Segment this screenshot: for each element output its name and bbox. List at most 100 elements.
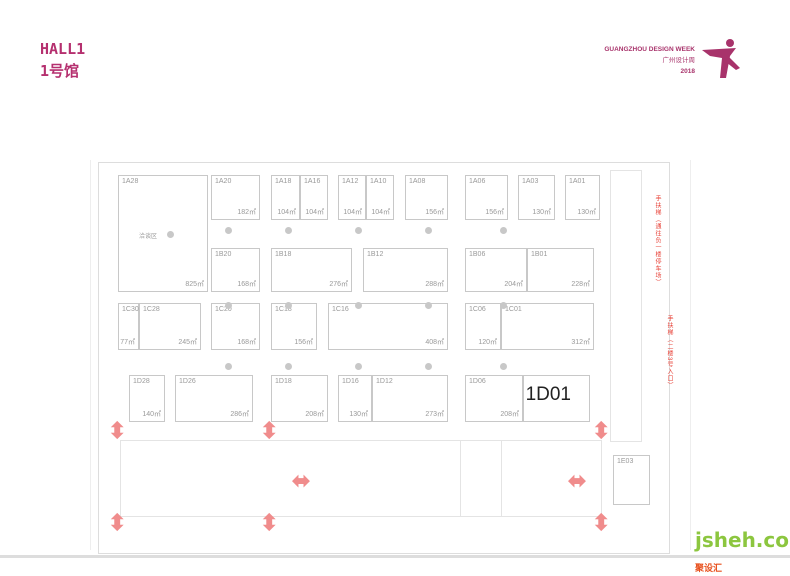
booth-id: 1A01 — [569, 178, 586, 185]
booth-id: 1A28 — [122, 178, 139, 185]
booth-area: 168㎡ — [237, 339, 256, 346]
booth-note: 洽谈区 — [139, 234, 158, 240]
booth-id: 1A03 — [522, 178, 539, 185]
booth-1b01[interactable]: 1B01 228㎡ — [527, 248, 594, 292]
booth-area: 130㎡ — [349, 411, 368, 418]
booth-area: 130㎡ — [577, 209, 596, 216]
booth-id: 1C20 — [215, 306, 232, 313]
booth-id: 1C06 — [469, 306, 486, 313]
booth-id: 1D26 — [179, 378, 196, 385]
booth-1d01[interactable]: 1D01 — [523, 375, 590, 422]
booth-id: 1A16 — [304, 178, 321, 185]
booth-1a12[interactable]: 1A12 104㎡ — [338, 175, 366, 220]
booth-id: 1B18 — [275, 251, 292, 258]
booth-id: 1C30 — [122, 306, 139, 313]
booth-1a08[interactable]: 1A08 156㎡ — [405, 175, 448, 220]
bottom-border — [0, 555, 790, 558]
booth-area: 156㎡ — [425, 209, 444, 216]
booth-area: 276㎡ — [329, 281, 348, 288]
booth-1c28[interactable]: 1C28 245㎡ — [139, 303, 201, 350]
booth-id: 1B20 — [215, 251, 232, 258]
booth-1b20[interactable]: 1B20 168㎡ — [211, 248, 260, 292]
column-icon — [355, 363, 362, 370]
column-icon — [500, 227, 507, 234]
column-icon — [500, 302, 507, 309]
booth-area: 273㎡ — [425, 411, 444, 418]
hall-title-cn: 1号馆 — [40, 62, 80, 80]
booth-area: 312㎡ — [571, 339, 590, 346]
booth-id: 1D06 — [469, 378, 486, 385]
booth-1d12[interactable]: 1D12 273㎡ — [372, 375, 448, 422]
booth-1a20[interactable]: 1A20 182㎡ — [211, 175, 260, 220]
booth-id: 1C16 — [332, 306, 349, 313]
booth-1c01[interactable]: 1C01 312㎡ — [501, 303, 594, 350]
booth-1a01[interactable]: 1A01 130㎡ — [565, 175, 600, 220]
column-icon — [225, 227, 232, 234]
booth-id: 1A10 — [370, 178, 387, 185]
booth-1a10[interactable]: 1A10 104㎡ — [366, 175, 394, 220]
left-right-arrow-icon: ⬌ — [568, 468, 587, 493]
booth-1c16[interactable]: 1C16 408㎡ — [328, 303, 448, 350]
booth-area: 130㎡ — [532, 209, 551, 216]
booth-1a28[interactable]: 1A28 825㎡ 洽谈区 — [118, 175, 208, 292]
service-zone-right — [460, 440, 602, 517]
booth-area: 104㎡ — [305, 209, 324, 216]
up-down-arrow-icon: ⬍ — [260, 510, 279, 535]
booth-1a03[interactable]: 1A03 130㎡ — [518, 175, 555, 220]
column-icon — [425, 363, 432, 370]
booth-1a16[interactable]: 1A16 104㎡ — [300, 175, 328, 220]
booth-area: 286㎡ — [230, 411, 249, 418]
booth-area: 228㎡ — [571, 281, 590, 288]
booth-id: 1A12 — [342, 178, 359, 185]
brand-year: 2018 — [680, 68, 695, 75]
booth-1d18[interactable]: 1D18 208㎡ — [271, 375, 328, 422]
wall-right — [690, 160, 691, 550]
booth-1c20[interactable]: 1C20 168㎡ — [211, 303, 260, 350]
booth-area: 245㎡ — [178, 339, 197, 346]
booth-area: 156㎡ — [485, 209, 504, 216]
booth-1d26[interactable]: 1D26 286㎡ — [175, 375, 253, 422]
booth-id: 1A18 — [275, 178, 292, 185]
booth-area: 288㎡ — [425, 281, 444, 288]
hall-title-en: HALL1 — [40, 40, 86, 58]
booth-1e03[interactable]: 1E03 — [613, 455, 650, 505]
booth-area: 182㎡ — [237, 209, 256, 216]
booth-1a18[interactable]: 1A18 104㎡ — [271, 175, 300, 220]
booth-area: 408㎡ — [425, 339, 444, 346]
booth-area: 156㎡ — [294, 339, 313, 346]
booth-1d06[interactable]: 1D06 208㎡ — [465, 375, 523, 422]
booth-area: 208㎡ — [305, 411, 324, 418]
booth-id: 1C28 — [143, 306, 160, 313]
booth-1c18[interactable]: 1C18 156㎡ — [271, 303, 317, 350]
booth-area: 208㎡ — [500, 411, 519, 418]
booth-area: 825㎡ — [185, 281, 204, 288]
up-down-arrow-icon: ⬍ — [108, 418, 127, 443]
column-icon — [500, 363, 507, 370]
booth-1d28[interactable]: 1D28 140㎡ — [129, 375, 165, 422]
brand-name-en: GUANGZHOU DESIGN WEEK — [604, 46, 695, 53]
booth-area: 120㎡ — [478, 339, 497, 346]
brand-name-cn: 广州设计周 — [662, 57, 696, 64]
hall-title: HALL1 1号馆 — [40, 38, 85, 82]
booth-id: 1D18 — [275, 378, 292, 385]
booth-1b06[interactable]: 1B06 204㎡ — [465, 248, 527, 292]
booth-1b12[interactable]: 1B12 288㎡ — [363, 248, 448, 292]
brand-block: GUANGZHOU DESIGN WEEK 广州设计周 2018 — [604, 44, 695, 77]
booth-id: 1A06 — [469, 178, 486, 185]
booth-area: 140㎡ — [142, 411, 161, 418]
booth-id: 1C18 — [275, 306, 292, 313]
booth-1c06[interactable]: 1C06 120㎡ — [465, 303, 501, 350]
column-icon — [285, 227, 292, 234]
watermark-logo: jsheh.com 聚设汇 — [695, 528, 790, 576]
column-icon — [355, 302, 362, 309]
watermark-latin: jsheh.com — [695, 528, 790, 552]
booth-1a06[interactable]: 1A06 156㎡ — [465, 175, 508, 220]
booth-area: 168㎡ — [237, 281, 256, 288]
booth-1b18[interactable]: 1B18 276㎡ — [271, 248, 352, 292]
booth-id: 1D12 — [376, 378, 393, 385]
booth-area: 204㎡ — [504, 281, 523, 288]
booth-1c30[interactable]: 1C30 77㎡ — [118, 303, 139, 350]
escalator-label-2: 手扶梯（二楼3号入口） — [666, 315, 672, 390]
booth-id: 1B12 — [367, 251, 384, 258]
booth-1d16[interactable]: 1D16 130㎡ — [338, 375, 372, 422]
